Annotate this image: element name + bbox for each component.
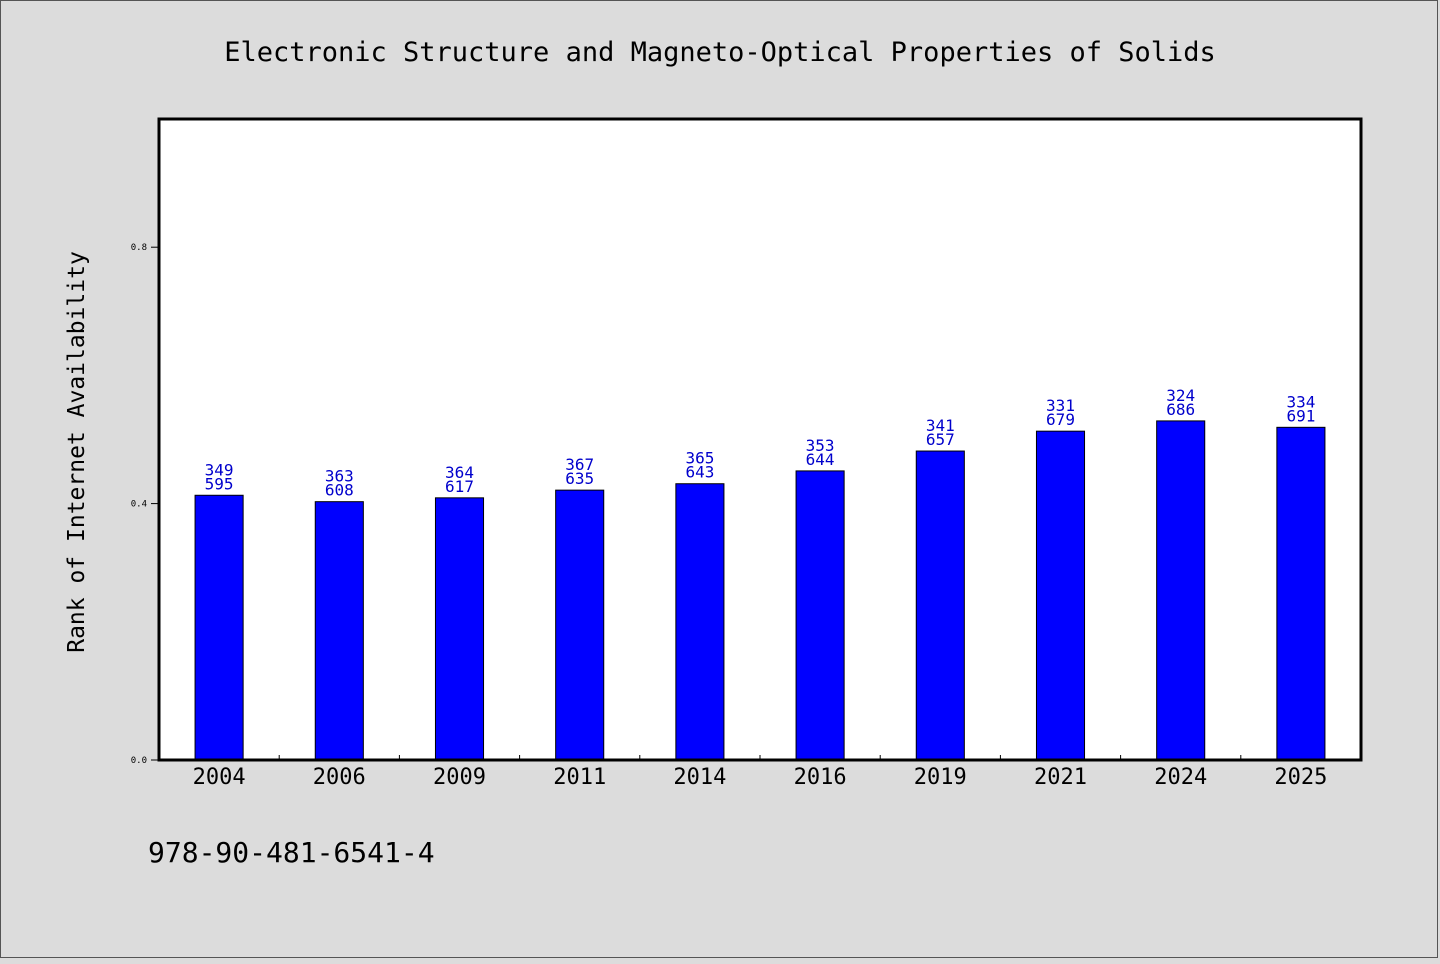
x-tick-label-2016: 2016 [794, 765, 847, 790]
x-tick-label-2021: 2021 [1034, 765, 1087, 790]
bar-label-bottom-2014: 643 [685, 463, 714, 482]
bar-2024 [1156, 420, 1206, 761]
bar-label-bottom-2011: 635 [565, 469, 594, 488]
bar-label-top-2016: 353 [806, 436, 835, 455]
bars-layer [194, 420, 1326, 761]
y-tick-label: 0.0 [131, 756, 147, 766]
bar-label-bottom-2006: 608 [325, 481, 354, 500]
x-tick-label-2019: 2019 [914, 765, 967, 790]
bar-label-top-2006: 363 [325, 467, 354, 486]
bar-label-bottom-2021: 679 [1046, 410, 1075, 429]
bar-label-bottom-2024: 686 [1166, 400, 1195, 419]
x-tick-label-2025: 2025 [1274, 765, 1327, 790]
bar-label-bottom-2004: 595 [205, 474, 234, 493]
bar-label-top-2014: 365 [685, 449, 714, 468]
isbn-footnote: 978-90-481-6541-4 [148, 836, 435, 869]
bar-label-top-2021: 331 [1046, 396, 1075, 415]
bar-2016 [795, 470, 845, 761]
bar-label-bottom-2019: 657 [926, 430, 955, 449]
y-axis-label: Rank of Internet Availability [64, 251, 90, 653]
bar-2021 [1035, 430, 1086, 761]
y-tick-label: 0.8 [131, 243, 147, 253]
bar-label-top-2019: 341 [926, 416, 955, 435]
bar-label-top-2025: 334 [1286, 392, 1315, 411]
bar-label-bottom-2009: 617 [445, 477, 474, 496]
bar-label-top-2009: 364 [445, 463, 474, 482]
bar-2025 [1276, 426, 1326, 761]
bar-label-top-2024: 324 [1166, 386, 1195, 405]
x-ticks-layer: 2004 2006 2009 2011 2014 2016 2019 2021 2024 2025 [193, 755, 1327, 790]
x-tick-label-2011: 2011 [553, 765, 606, 790]
chart-title: Electronic Structure and Magneto-Optical… [224, 37, 1216, 68]
bar-2004 [194, 494, 244, 761]
x-tick-label-2014: 2014 [673, 765, 726, 790]
bar-2019 [915, 450, 965, 761]
plot-frame [157, 117, 1363, 762]
x-tick-label-2006: 2006 [313, 765, 366, 790]
bar-label-bottom-2025: 691 [1286, 406, 1315, 425]
bar-label-top-2004: 349 [205, 460, 234, 479]
bar-label-bottom-2016: 644 [806, 450, 835, 469]
y-tick-label: 0.4 [131, 500, 147, 510]
x-tick-label-2004: 2004 [193, 765, 246, 790]
bar-label-top-2011: 367 [565, 455, 594, 474]
x-tick-label-2024: 2024 [1154, 765, 1207, 790]
x-tick-label-2009: 2009 [433, 765, 486, 790]
